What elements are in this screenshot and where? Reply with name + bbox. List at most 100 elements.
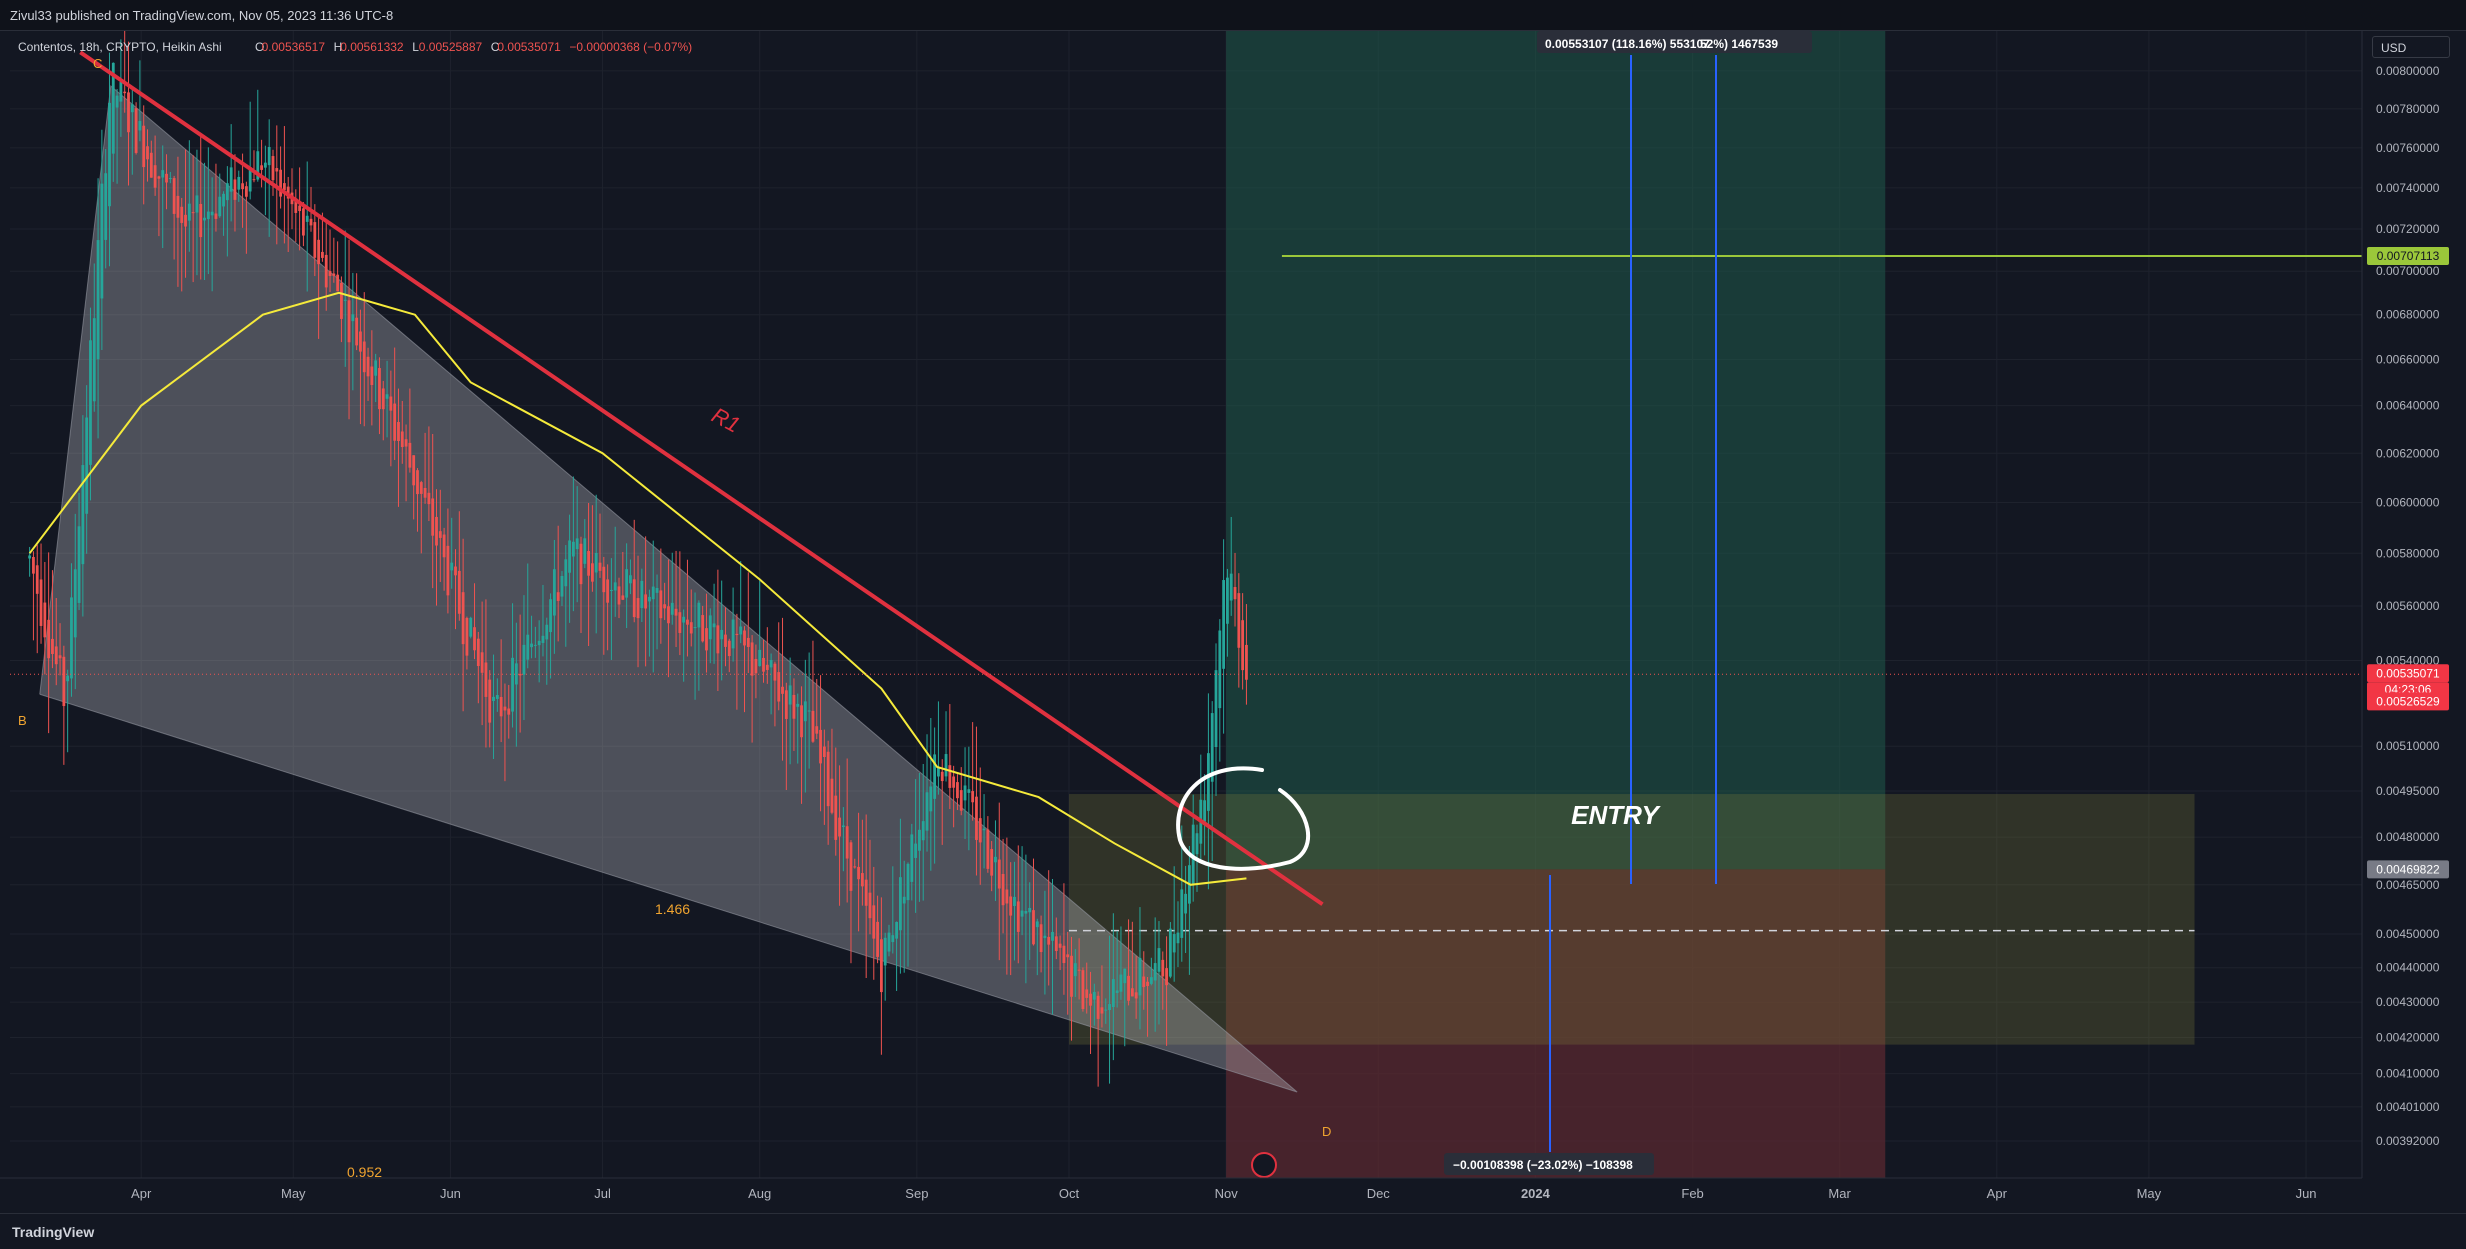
candle-body bbox=[317, 239, 321, 265]
candle-body bbox=[1168, 928, 1172, 977]
candle-body bbox=[1226, 577, 1229, 624]
time-tick-label: Aug bbox=[748, 1186, 771, 1201]
candle-body bbox=[85, 417, 89, 514]
price-tick-label: 0.00760000 bbox=[2376, 141, 2440, 155]
candle-body bbox=[743, 630, 746, 646]
candle-body bbox=[111, 62, 115, 154]
event-flag-icon[interactable] bbox=[1251, 1152, 1277, 1178]
price-tick-label: 0.00560000 bbox=[2376, 599, 2440, 613]
candle-body bbox=[564, 559, 568, 587]
candle-body bbox=[651, 586, 655, 600]
candle-body bbox=[115, 95, 119, 108]
candle-body bbox=[841, 825, 845, 828]
candle-body bbox=[552, 569, 556, 616]
candle-body bbox=[982, 828, 986, 831]
pattern-point-d: D bbox=[1322, 1124, 1331, 1139]
candle-body bbox=[724, 634, 727, 647]
candle-body bbox=[1241, 620, 1245, 671]
time-tick-label: Sep bbox=[905, 1186, 928, 1201]
pattern-point-c: C bbox=[93, 56, 102, 71]
candle-body bbox=[773, 663, 777, 681]
candle-body bbox=[575, 538, 579, 550]
candle-body bbox=[902, 896, 906, 904]
price-axis bbox=[2362, 31, 2466, 1178]
loss-measure-text: −0.00108398 (−23.02%) −108398 bbox=[1453, 1158, 1633, 1172]
candle-body bbox=[347, 300, 351, 343]
candle-body bbox=[260, 165, 263, 170]
candle-body bbox=[127, 92, 130, 133]
candle-body bbox=[537, 640, 541, 646]
candle-body bbox=[1180, 889, 1184, 938]
price-tick-label: 0.00430000 bbox=[2376, 995, 2440, 1009]
candle-body bbox=[655, 587, 659, 593]
candle-body bbox=[203, 217, 206, 221]
candle-body bbox=[427, 492, 431, 505]
price-tick-label: 0.00480000 bbox=[2376, 830, 2440, 844]
candle-body bbox=[423, 487, 427, 498]
candle-body bbox=[914, 843, 918, 858]
candle-body bbox=[408, 442, 412, 468]
candle-body bbox=[849, 842, 853, 891]
publish-info: Zivul33 published on TradingView.com, No… bbox=[10, 8, 394, 23]
candle-body bbox=[822, 746, 826, 757]
candle-body bbox=[73, 569, 77, 638]
candle-body bbox=[191, 212, 195, 214]
candle-body bbox=[864, 879, 868, 906]
currency-button[interactable]: USD bbox=[2372, 36, 2450, 58]
price-badge-bg bbox=[2367, 692, 2449, 711]
target-price-badge: 0.00707113 bbox=[2377, 249, 2440, 263]
candle-body bbox=[1035, 921, 1039, 928]
last-price-badge: 0.00535071 bbox=[2376, 666, 2440, 680]
candle-body bbox=[454, 566, 457, 576]
candle-body bbox=[708, 615, 712, 640]
candle-body bbox=[1191, 824, 1195, 885]
candle-body bbox=[1066, 954, 1070, 958]
time-tick-label: May bbox=[281, 1186, 306, 1201]
price-tick-label: 0.00720000 bbox=[2376, 222, 2440, 236]
harmonic-pattern-outline bbox=[39, 85, 1298, 1093]
candle-body bbox=[294, 198, 298, 213]
candle-body bbox=[237, 176, 241, 190]
candle-body bbox=[397, 422, 400, 442]
candle-body bbox=[1195, 833, 1199, 855]
candle-body bbox=[750, 642, 754, 676]
candle-body bbox=[1146, 981, 1149, 986]
resistance-line-r1[interactable] bbox=[79, 50, 1324, 906]
price-tick-label: 0.00800000 bbox=[2376, 64, 2440, 78]
candle-body bbox=[644, 594, 648, 609]
price-tick-label: 0.00580000 bbox=[2376, 546, 2440, 560]
price-tick-label: 0.00465000 bbox=[2376, 878, 2440, 892]
candle-body bbox=[149, 152, 153, 178]
candle-body bbox=[678, 612, 682, 633]
candle-body bbox=[541, 635, 545, 643]
candle-body bbox=[807, 710, 811, 712]
candle-body bbox=[1134, 992, 1138, 999]
candle-body bbox=[1214, 670, 1218, 748]
candle-body bbox=[340, 282, 343, 319]
candle-body bbox=[887, 932, 891, 952]
candle-body bbox=[1009, 896, 1013, 916]
candle-body bbox=[803, 701, 807, 722]
candle-body bbox=[165, 173, 168, 183]
candle-body bbox=[522, 644, 526, 675]
candle-body bbox=[937, 767, 940, 777]
candle-body bbox=[267, 147, 271, 166]
candle-body bbox=[435, 516, 438, 546]
moving-average-line bbox=[28, 291, 1247, 886]
candle-body bbox=[1024, 910, 1028, 914]
candle-body bbox=[263, 162, 267, 168]
candle-body bbox=[1047, 936, 1051, 945]
price-tick-label: 0.00495000 bbox=[2376, 784, 2440, 798]
candle-body bbox=[176, 195, 180, 218]
candle-body bbox=[180, 206, 184, 223]
time-tick-label: May bbox=[2137, 1186, 2162, 1201]
candle-body bbox=[1245, 644, 1248, 680]
candle-body bbox=[686, 619, 689, 625]
candle-body bbox=[511, 657, 514, 712]
candle-body bbox=[591, 563, 594, 582]
price-tick-label: 0.00600000 bbox=[2376, 495, 2440, 509]
candle-body bbox=[689, 622, 693, 634]
candle-body bbox=[1161, 959, 1165, 977]
candle-body bbox=[1096, 995, 1100, 1019]
